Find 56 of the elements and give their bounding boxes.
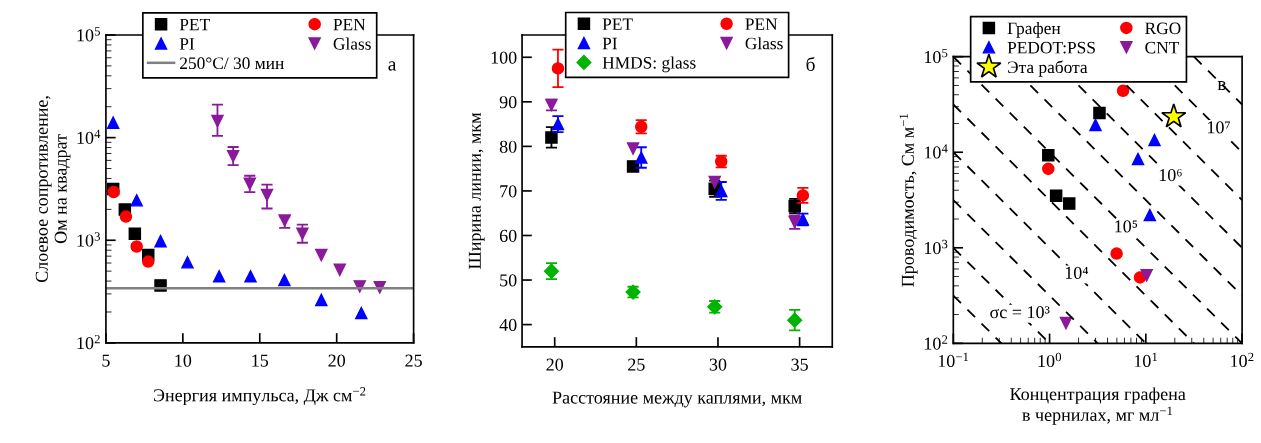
y-tick-label: 10$^{2}$ bbox=[924, 335, 948, 350]
y-tick-label: 10$^{5}$ bbox=[77, 27, 100, 42]
legend-label: PEN bbox=[333, 18, 366, 31]
y-tick-label: 60 bbox=[499, 229, 517, 242]
x-tick-label: 20 bbox=[546, 358, 564, 371]
legend-label: PI bbox=[179, 38, 195, 50]
legend-label: HMDS: glass bbox=[602, 56, 696, 73]
y-tick-label: 40 bbox=[499, 318, 517, 332]
y-tick-label: 80 bbox=[499, 140, 517, 153]
y-tick-label: 10$^{4}$ bbox=[77, 129, 101, 144]
x-tick-label: 10$^{1}$ bbox=[1134, 352, 1158, 368]
legend-label: 250°C/ 30 мин bbox=[180, 57, 284, 70]
annotation: 10⁴ bbox=[1065, 266, 1089, 279]
x-axis-title: Расстояние между каплями, мкм bbox=[552, 391, 802, 408]
legend-label: PI bbox=[602, 37, 617, 50]
y-tick-label: 90 bbox=[499, 96, 517, 109]
x-axis-title: Энергия импульса, Дж см$^{−2}$ bbox=[154, 387, 366, 406]
y-tick-label: 10$^{3}$ bbox=[77, 232, 100, 247]
annotation: 10⁵ bbox=[1115, 220, 1138, 233]
x-tick-label: 20 bbox=[328, 354, 346, 367]
y-axis-title: Слоевое сопротивление, Ом на квадрат bbox=[35, 96, 71, 283]
legend-label: PET bbox=[179, 18, 210, 31]
y-tick-label: 10$^{4}$ bbox=[924, 144, 948, 159]
legend-label: Эта работа bbox=[1008, 60, 1088, 77]
legend-label: PEDOT:PSS bbox=[1007, 41, 1095, 54]
legend-label: PEN bbox=[745, 18, 778, 30]
legend-label: CNT bbox=[1145, 41, 1180, 54]
x-tick-label: 10$^{2}$ bbox=[1231, 352, 1254, 368]
y-tick-label: 10$^{3}$ bbox=[924, 239, 948, 255]
y-tick-label: 100 bbox=[491, 51, 517, 64]
annotation: σc = 10³ bbox=[990, 306, 1050, 319]
y-tick-label: 10$^{2}$ bbox=[77, 334, 100, 350]
legend-label: Графен bbox=[1007, 21, 1061, 38]
legend-label: PET bbox=[602, 18, 633, 30]
x-tick-label: 30 bbox=[709, 358, 727, 371]
y-axis-title: Ширина линии, мкм bbox=[468, 112, 485, 269]
x-tick-label: 15 bbox=[252, 354, 269, 367]
x-tick-label: 10$^{0}$ bbox=[1038, 352, 1062, 368]
annotation: 10⁶ bbox=[1159, 168, 1182, 182]
y-tick-label: 10$^{5}$ bbox=[924, 48, 948, 64]
x-tick-label: 5 bbox=[102, 354, 110, 367]
legend-label: Glass bbox=[745, 37, 783, 50]
x-tick-label: 10 bbox=[175, 354, 192, 367]
y-tick-label: 50 bbox=[500, 274, 517, 287]
x-tick-label: 25 bbox=[405, 354, 422, 367]
legend-label: Glass bbox=[333, 37, 371, 50]
y-tick-label: 70 bbox=[500, 185, 517, 198]
x-tick-label: 10$^{−1}$ bbox=[938, 352, 969, 368]
x-axis-title: Концентрация графена в чернилах, мг мл$^{−1}$ bbox=[1010, 387, 1186, 425]
legend-label: RGO bbox=[1145, 22, 1181, 35]
x-tick-label: 35 bbox=[791, 358, 808, 371]
annotation: 10⁷ bbox=[1208, 121, 1231, 134]
y-axis-title: Проводимость, См м$^{−1}$ bbox=[899, 113, 918, 287]
annotation: а bbox=[388, 61, 397, 71]
annotation: б bbox=[806, 56, 815, 72]
x-tick-label: 25 bbox=[628, 358, 645, 371]
